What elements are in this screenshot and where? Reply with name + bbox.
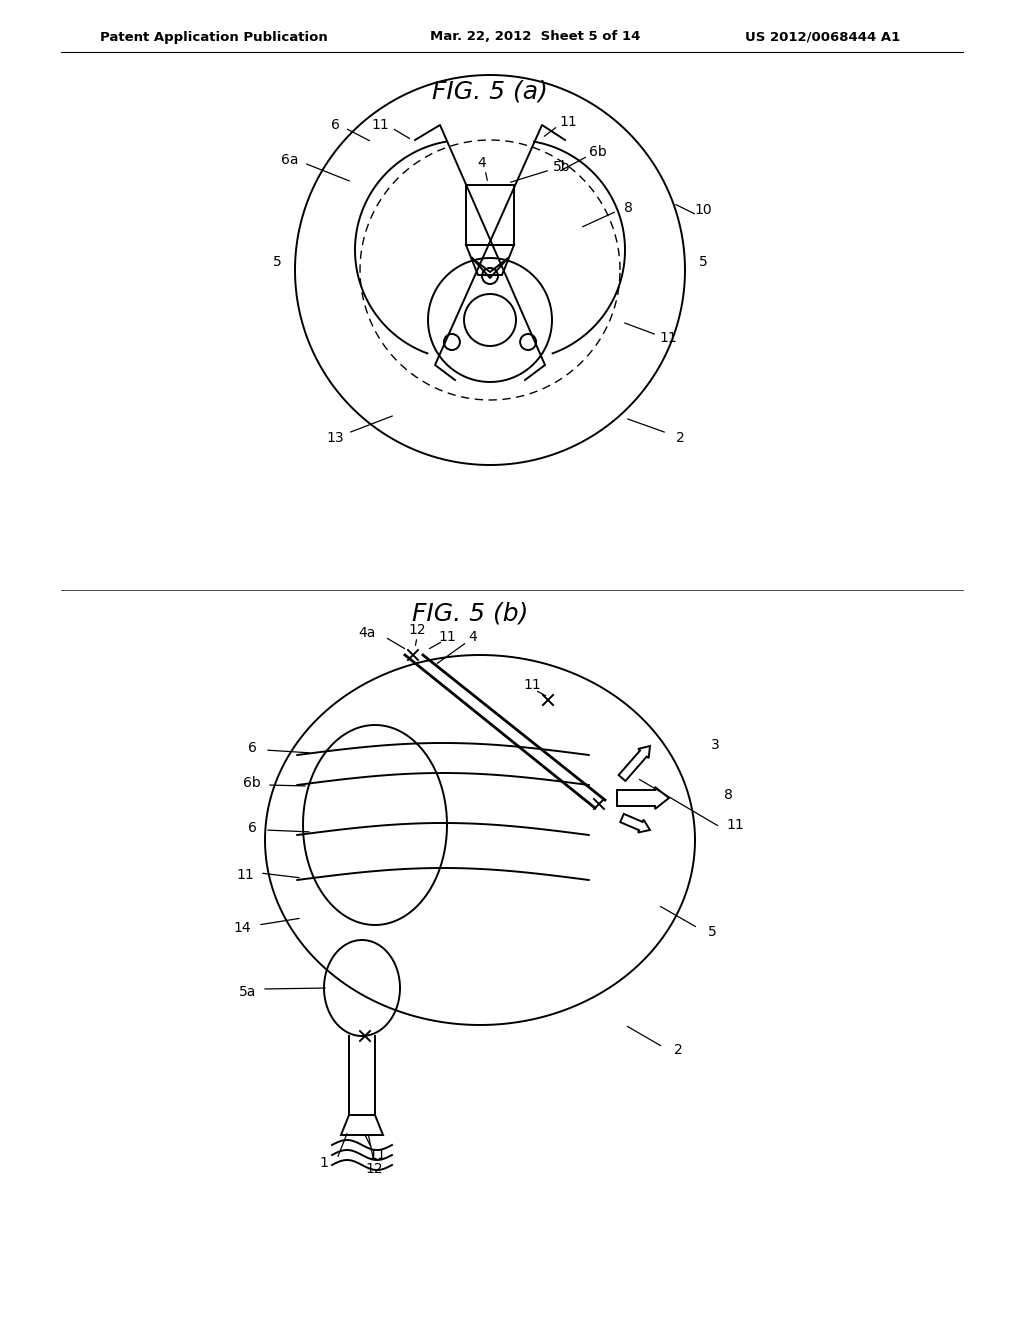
Text: 5: 5 [708, 925, 717, 939]
Text: 11: 11 [659, 331, 677, 345]
Text: 6: 6 [331, 117, 339, 132]
Text: 5: 5 [272, 255, 282, 269]
Text: 11: 11 [368, 1148, 386, 1162]
Text: Mar. 22, 2012  Sheet 5 of 14: Mar. 22, 2012 Sheet 5 of 14 [430, 30, 640, 44]
Text: FIG. 5 (a): FIG. 5 (a) [432, 81, 548, 104]
Text: 11: 11 [559, 115, 577, 129]
Text: 14: 14 [233, 921, 251, 935]
FancyArrow shape [617, 787, 669, 809]
Text: US 2012/0068444 A1: US 2012/0068444 A1 [745, 30, 900, 44]
Text: 6: 6 [248, 821, 256, 836]
Text: 6: 6 [248, 741, 256, 755]
Text: FIG. 5 (b): FIG. 5 (b) [412, 602, 528, 626]
Text: 1: 1 [319, 1156, 329, 1170]
Text: 12: 12 [409, 623, 426, 638]
Text: 11: 11 [237, 869, 254, 882]
FancyArrow shape [621, 814, 650, 833]
Text: Patent Application Publication: Patent Application Publication [100, 30, 328, 44]
Text: 4a: 4a [358, 626, 376, 640]
Text: 11: 11 [371, 117, 389, 132]
Text: 11: 11 [726, 818, 743, 832]
Text: 6b: 6b [589, 145, 607, 158]
Text: 2: 2 [676, 432, 684, 445]
Text: 11: 11 [523, 678, 541, 692]
Text: 5: 5 [698, 255, 708, 269]
Text: 6a: 6a [282, 153, 299, 168]
FancyArrow shape [618, 746, 650, 781]
Text: 5b: 5b [553, 160, 570, 174]
Text: 8: 8 [724, 788, 732, 803]
Text: 11: 11 [438, 630, 456, 644]
Text: 2: 2 [674, 1043, 682, 1057]
Text: 4: 4 [469, 630, 477, 644]
Text: 10: 10 [694, 203, 712, 216]
Bar [466, 185, 514, 246]
Text: 13: 13 [327, 432, 344, 445]
Text: 6b: 6b [243, 776, 261, 789]
Text: 5a: 5a [240, 985, 257, 999]
Text: 4: 4 [477, 156, 486, 170]
Text: 12: 12 [366, 1162, 383, 1176]
Text: 3: 3 [711, 738, 720, 752]
Text: 8: 8 [624, 201, 633, 215]
